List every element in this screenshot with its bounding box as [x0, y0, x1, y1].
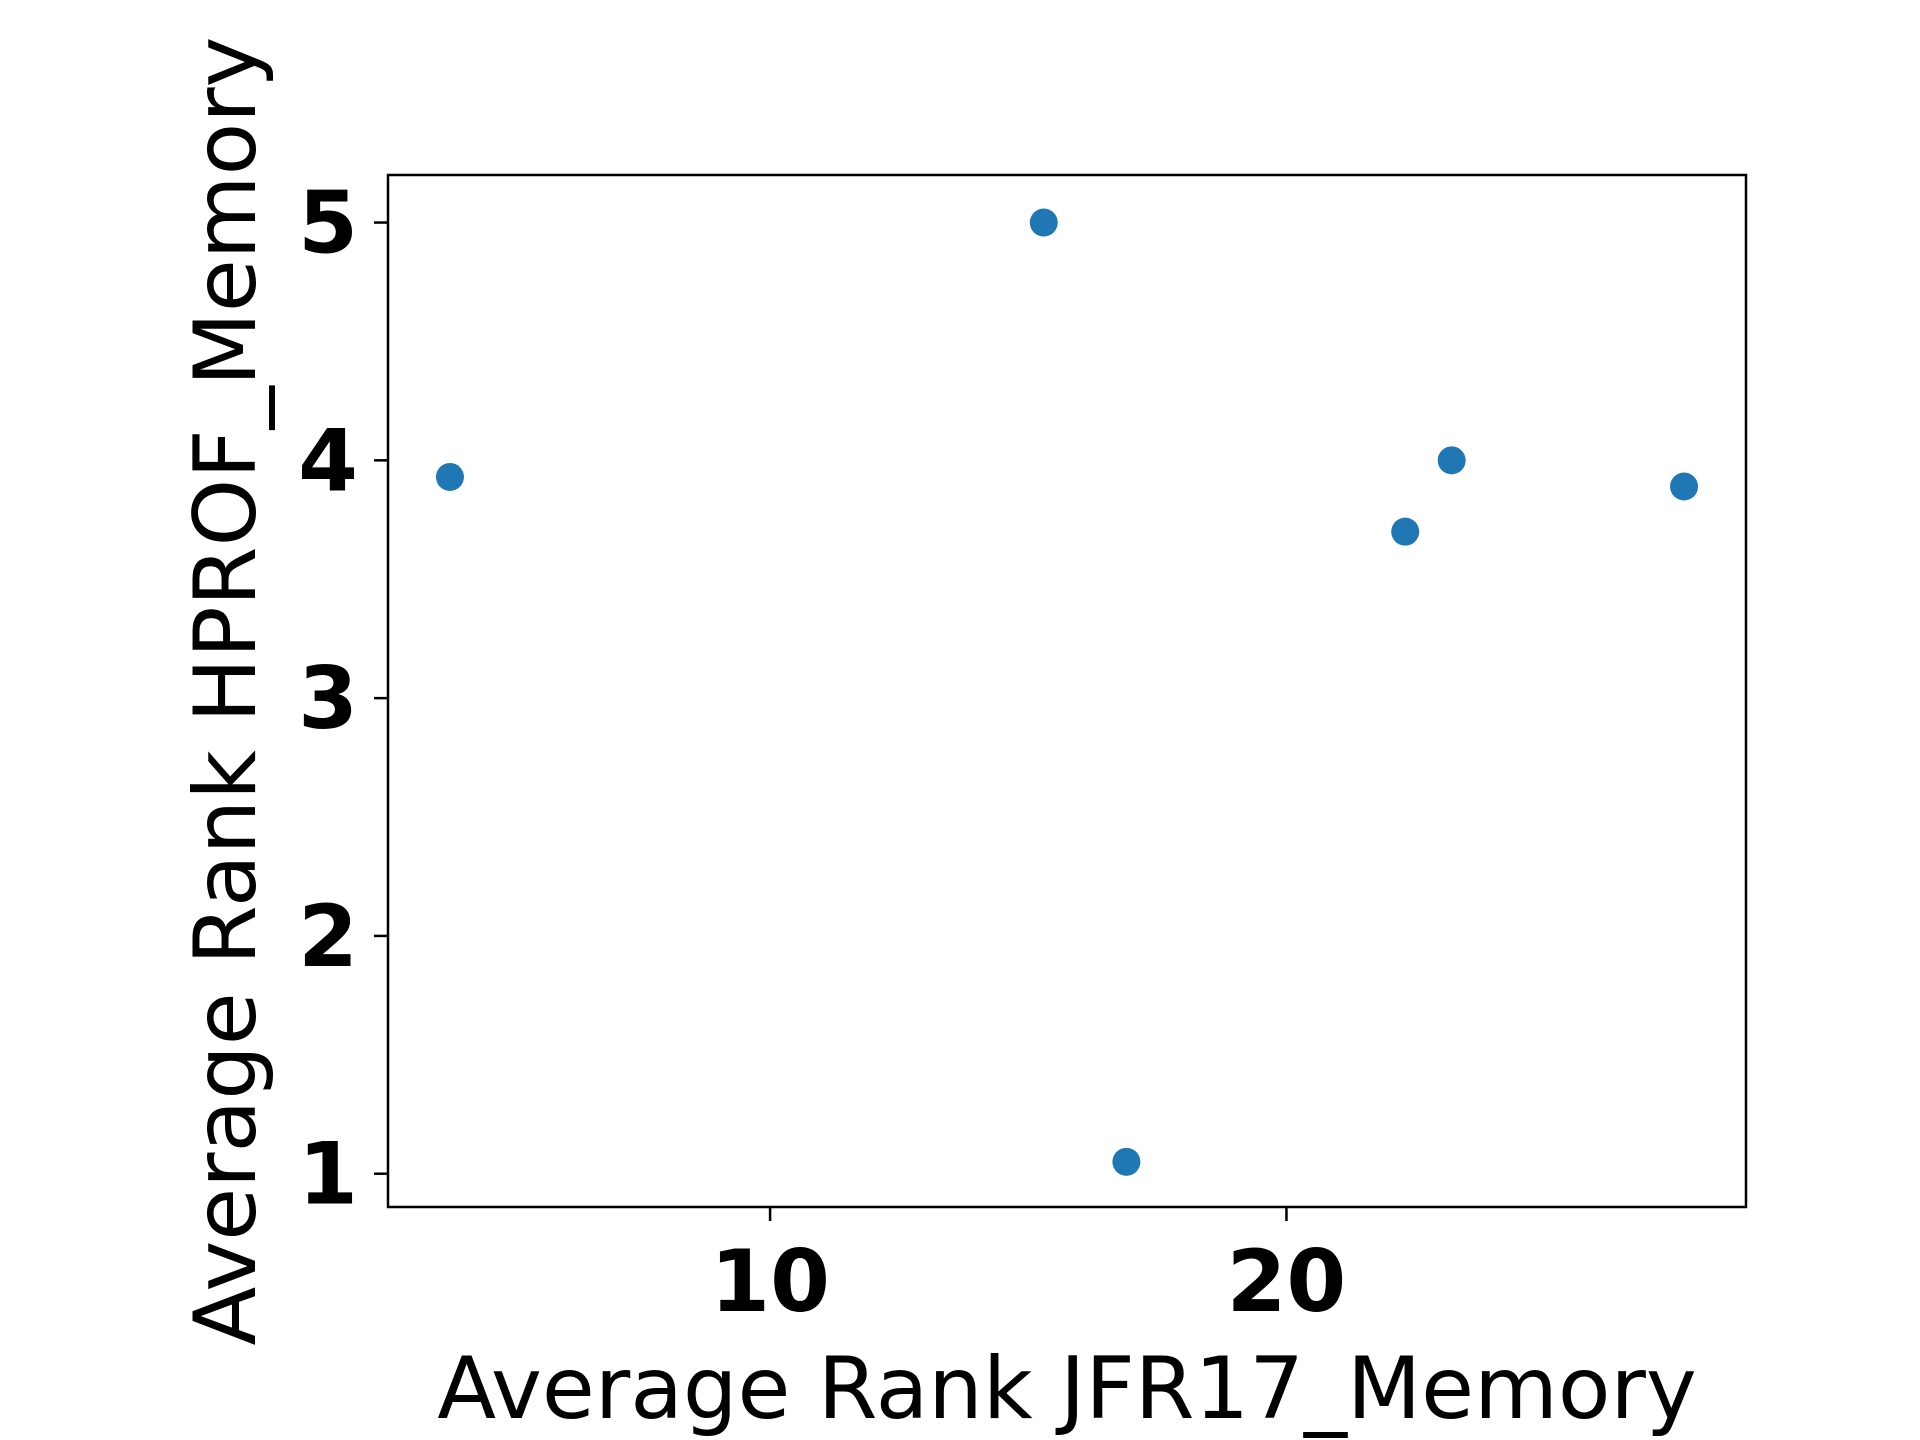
- y-tick-label: 5: [298, 174, 358, 274]
- x-tick-label: 20: [1227, 1232, 1347, 1332]
- scatter-point: [435, 462, 464, 491]
- y-tick-label: 3: [298, 649, 358, 749]
- x-axis-label: Average Rank JFR17_Memory: [437, 1339, 1696, 1439]
- plot-area: [388, 175, 1746, 1207]
- scatter-point: [1029, 208, 1058, 237]
- data-points: [435, 208, 1699, 1176]
- y-tick-label: 2: [298, 887, 358, 987]
- scatter-point: [1670, 472, 1699, 501]
- scatter-point: [1437, 446, 1466, 475]
- y-tick-label: 1: [298, 1125, 358, 1225]
- y-axis-label: Average Rank HPROF_Memory: [176, 37, 276, 1346]
- y-tick-label: 4: [298, 411, 358, 511]
- scatter-point: [1391, 517, 1420, 546]
- x-axis-ticks: 10 20: [710, 1207, 1346, 1332]
- plot-frame: [386, 173, 1748, 1209]
- y-axis-ticks: 1 2 3 4 5: [298, 174, 388, 1225]
- x-tick-label: 10: [710, 1232, 830, 1332]
- scatter-point: [1112, 1147, 1141, 1176]
